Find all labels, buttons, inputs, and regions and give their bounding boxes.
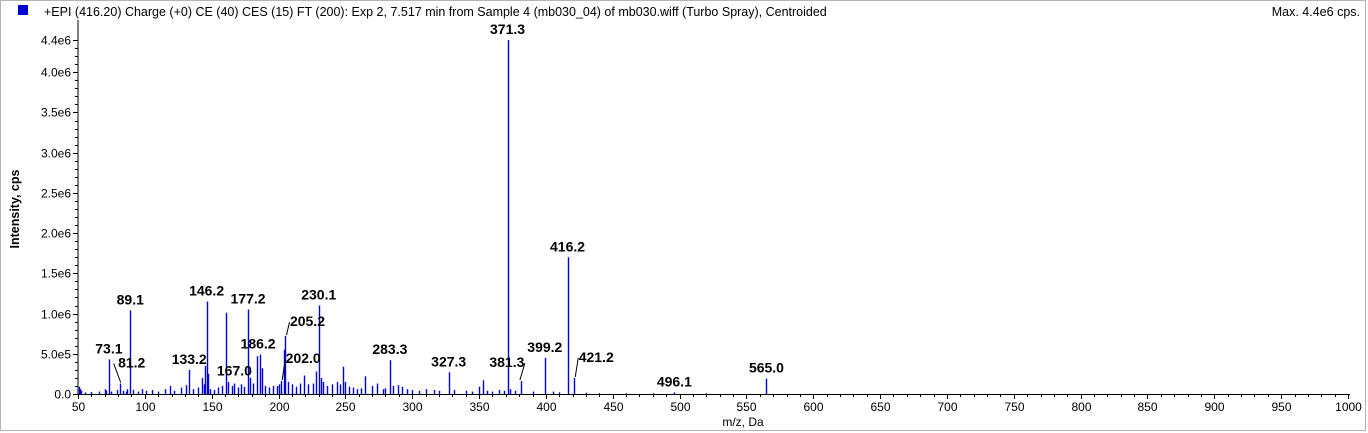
x-tick-label: 50 — [72, 400, 86, 414]
peak-label: 73.1 — [95, 340, 122, 356]
y-tick-label: 3.0e6 — [41, 147, 71, 161]
x-tick-label: 800 — [1071, 400, 1091, 414]
y-axis-title: Intensity, cps — [8, 169, 22, 248]
x-tick-label: 750 — [1004, 400, 1024, 414]
peak-labels: 73.181.2 89.1 133.2 146.2 167.0 177.2 186.2 202… — [95, 21, 784, 389]
x-tick-label: 550 — [736, 400, 756, 414]
x-tick-label: 450 — [603, 400, 623, 414]
peak-label: 81.2 — [118, 355, 145, 371]
x-tick-label: 250 — [335, 400, 355, 414]
x-tick-label: 700 — [937, 400, 957, 414]
spectrum-header: +EPI (416.20) Charge (+0) CE (40) CES (1… — [0, 0, 1368, 24]
y-tick-label: 4.4e6 — [41, 34, 71, 48]
axes: 50 100 150 200 250 300 350 400 450 500 550 600 650 70… — [41, 20, 1362, 414]
peak-label: 416.2 — [550, 238, 585, 254]
x-tick-label: 200 — [269, 400, 289, 414]
y-tick-label: 2.5e6 — [41, 187, 71, 201]
y-tick-label: 1.0e6 — [41, 308, 71, 322]
x-tick-label: 300 — [402, 400, 422, 414]
peak-label: 89.1 — [117, 291, 144, 307]
peak-label-leader — [281, 359, 286, 381]
peak-label: 177.2 — [231, 291, 266, 307]
peak-label: 230.1 — [301, 287, 336, 303]
x-tick-label: 100 — [135, 400, 155, 414]
y-tick-label: 0.0 — [54, 388, 71, 402]
y-tick-label: 1.5e6 — [41, 267, 71, 281]
peaks — [78, 40, 768, 394]
peak-label: 133.2 — [172, 351, 207, 367]
y-tick-label: 2.0e6 — [41, 227, 71, 241]
peak-label: 202.0 — [286, 350, 321, 366]
peak-label: 205.2 — [290, 313, 325, 329]
x-axis-title: m/z, Da — [722, 415, 764, 429]
x-tick-label: 600 — [803, 400, 823, 414]
peak-label: 167.0 — [217, 363, 252, 379]
x-tick-label: 150 — [202, 400, 222, 414]
peak-label: 283.3 — [372, 341, 407, 357]
peak-label-leader — [519, 362, 526, 381]
x-tick-label: 400 — [536, 400, 556, 414]
x-tick-label: 500 — [670, 400, 690, 414]
max-intensity-label: Max. 4.4e6 cps. — [1271, 5, 1360, 19]
peak-label-leader — [113, 363, 122, 383]
peak-label: 146.2 — [189, 283, 224, 299]
x-tick-label: 650 — [870, 400, 890, 414]
x-tick-label: 900 — [1204, 400, 1224, 414]
peak-label: 421.2 — [579, 349, 614, 365]
x-tick-label: 950 — [1271, 400, 1291, 414]
x-tick-label: 850 — [1137, 400, 1157, 414]
y-tick-label: 3.5e6 — [41, 106, 71, 120]
peak-label: 565.0 — [749, 360, 784, 376]
peak-label: 327.3 — [431, 353, 466, 369]
peak-label: 399.2 — [527, 339, 562, 355]
x-tick-label: 1000 — [1335, 400, 1362, 414]
peak-label: 371.3 — [490, 21, 525, 37]
peak-label: 381.3 — [489, 354, 524, 370]
peak-label-leader — [574, 357, 579, 377]
y-tick-label: 5.0e5 — [41, 348, 71, 362]
peak-label-leader — [285, 321, 290, 336]
legend-swatch — [18, 5, 28, 15]
peak-label: 186.2 — [241, 336, 276, 352]
spectrum-title: +EPI (416.20) Charge (+0) CE (40) CES (1… — [44, 5, 827, 19]
peak-label: 496.1 — [657, 373, 692, 389]
y-tick-label: 4.0e6 — [41, 66, 71, 80]
x-tick-label: 350 — [469, 400, 489, 414]
